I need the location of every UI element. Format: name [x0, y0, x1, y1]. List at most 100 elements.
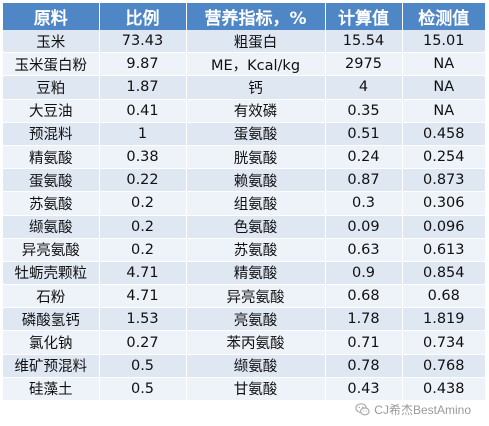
calculated-value-cell: 0.71 [325, 330, 403, 355]
header-ratio: 比例 [99, 3, 187, 30]
nutrient-cell: 粗蛋白 [186, 30, 326, 54]
nutrient-cell: 亮氨酸 [186, 307, 326, 332]
table-row: 大豆油 0.41 有效磷 0.35 NA [3, 99, 485, 123]
ratio-cell: 0.5 [99, 377, 187, 402]
ratio-cell: 0.2 [99, 191, 187, 216]
calculated-value-cell: 15.54 [325, 30, 403, 54]
nutrient-cell: 精氨酸 [186, 261, 326, 286]
measured-value-cell: 0.458 [402, 122, 485, 146]
calculated-value-cell: 0.35 [325, 99, 403, 123]
calculated-value-cell: 0.87 [325, 168, 403, 193]
table-body: 玉米 73.43 粗蛋白 15.54 15.01 玉米蛋白粉 9.87 ME，Kcal/kg 2… [3, 30, 485, 402]
ratio-cell: 0.38 [99, 145, 187, 170]
ratio-cell: 1.87 [99, 75, 187, 100]
nutrient-cell: 胱氨酸 [186, 145, 326, 170]
calculated-value-cell: 0.78 [325, 354, 403, 378]
nutrient-cell: 赖氨酸 [186, 168, 326, 193]
ingredient-cell: 蛋氨酸 [3, 168, 100, 193]
table-row: 维矿预混料 0.5 缬氨酸 0.78 0.768 [3, 354, 485, 378]
table-row: 缬氨酸 0.2 色氨酸 0.09 0.096 [3, 215, 485, 239]
watermark: CJ希杰BestAmino [355, 401, 471, 418]
ratio-cell: 4.71 [99, 261, 187, 286]
header-calculated: 计算值 [325, 3, 403, 30]
nutrient-cell: 色氨酸 [186, 215, 326, 239]
calculated-value-cell: 0.9 [325, 261, 403, 286]
nutrient-cell: 蛋氨酸 [186, 122, 326, 146]
ingredient-cell: 大豆油 [3, 99, 100, 123]
calculated-value-cell: 0.09 [325, 215, 403, 239]
feed-formula-table-container: 原料 比例 营养指标，% 计算值 检测值 玉米 73.43 粗蛋白 15.54 15.0… [3, 3, 485, 402]
ingredient-cell: 牡蛎壳颗粒 [3, 261, 100, 286]
ratio-cell: 0.5 [99, 354, 187, 378]
wechat-logo-icon [355, 403, 370, 416]
table-header-row: 原料 比例 营养指标，% 计算值 检测值 [3, 3, 485, 30]
measured-value-cell: 0.254 [402, 145, 485, 170]
ingredient-cell: 精氨酸 [3, 145, 100, 170]
feed-formula-table: 原料 比例 营养指标，% 计算值 检测值 玉米 73.43 粗蛋白 15.54 15.0… [3, 3, 485, 402]
ingredient-cell: 苏氨酸 [3, 191, 100, 216]
table-row: 蛋氨酸 0.22 赖氨酸 0.87 0.873 [3, 168, 485, 193]
nutrient-cell: ME，Kcal/kg [186, 52, 326, 77]
ingredient-cell: 预混料 [3, 122, 100, 146]
measured-value-cell: NA [402, 52, 485, 77]
nutrient-cell: 有效磷 [186, 99, 326, 123]
ratio-cell: 0.41 [99, 99, 187, 123]
table-row: 玉米 73.43 粗蛋白 15.54 15.01 [3, 30, 485, 54]
measured-value-cell: 0.096 [402, 215, 485, 239]
table-row: 牡蛎壳颗粒 4.71 精氨酸 0.9 0.854 [3, 261, 485, 286]
table-row: 氯化钠 0.27 苯丙氨酸 0.71 0.734 [3, 330, 485, 355]
table-row: 苏氨酸 0.2 组氨酸 0.3 0.306 [3, 191, 485, 216]
measured-value-cell: 0.438 [402, 377, 485, 402]
ratio-cell: 0.22 [99, 168, 187, 193]
measured-value-cell: 0.734 [402, 330, 485, 355]
ingredient-cell: 玉米 [3, 30, 100, 54]
calculated-value-cell: 2975 [325, 52, 403, 77]
calculated-value-cell: 0.51 [325, 122, 403, 146]
measured-value-cell: 0.768 [402, 354, 485, 378]
ratio-cell: 9.87 [99, 52, 187, 77]
ratio-cell: 0.27 [99, 330, 187, 355]
measured-value-cell: 0.854 [402, 261, 485, 286]
calculated-value-cell: 0.24 [325, 145, 403, 170]
table-row: 磷酸氢钙 1.53 亮氨酸 1.78 1.819 [3, 307, 485, 332]
ingredient-cell: 氯化钠 [3, 330, 100, 355]
nutrient-cell: 缬氨酸 [186, 354, 326, 378]
calculated-value-cell: 0.68 [325, 284, 403, 309]
ingredient-cell: 维矿预混料 [3, 354, 100, 378]
table-row: 石粉 4.71 异亮氨酸 0.68 0.68 [3, 284, 485, 309]
nutrient-cell: 苯丙氨酸 [186, 330, 326, 355]
ingredient-cell: 缬氨酸 [3, 215, 100, 239]
measured-value-cell: 0.873 [402, 168, 485, 193]
table-row: 玉米蛋白粉 9.87 ME，Kcal/kg 2975 NA [3, 52, 485, 77]
table-row: 硅藻土 0.5 甘氨酸 0.43 0.438 [3, 377, 485, 402]
measured-value-cell: 1.819 [402, 307, 485, 332]
calculated-value-cell: 0.63 [325, 238, 403, 262]
table-row: 异亮氨酸 0.2 苏氨酸 0.63 0.613 [3, 238, 485, 262]
watermark-text: CJ希杰BestAmino [374, 403, 471, 417]
ingredient-cell: 石粉 [3, 284, 100, 309]
measured-value-cell: 15.01 [402, 30, 485, 54]
ingredient-cell: 豆粕 [3, 75, 100, 100]
ingredient-cell: 玉米蛋白粉 [3, 52, 100, 77]
ingredient-cell: 磷酸氢钙 [3, 307, 100, 332]
calculated-value-cell: 0.3 [325, 191, 403, 216]
ingredient-cell: 硅藻土 [3, 377, 100, 402]
calculated-value-cell: 1.78 [325, 307, 403, 332]
nutrient-cell: 钙 [186, 75, 326, 100]
ratio-cell: 4.71 [99, 284, 187, 309]
measured-value-cell: NA [402, 75, 485, 100]
calculated-value-cell: 4 [325, 75, 403, 100]
nutrient-cell: 组氨酸 [186, 191, 326, 216]
nutrient-cell: 苏氨酸 [186, 238, 326, 262]
calculated-value-cell: 0.43 [325, 377, 403, 402]
ratio-cell: 73.43 [99, 30, 187, 54]
ratio-cell: 0.2 [99, 215, 187, 239]
nutrient-cell: 甘氨酸 [186, 377, 326, 402]
measured-value-cell: NA [402, 99, 485, 123]
ratio-cell: 1 [99, 122, 187, 146]
header-nutrient: 营养指标，% [186, 3, 326, 30]
header-measured: 检测值 [402, 3, 485, 30]
table-row: 预混料 1 蛋氨酸 0.51 0.458 [3, 122, 485, 146]
ratio-cell: 1.53 [99, 307, 187, 332]
table-row: 精氨酸 0.38 胱氨酸 0.24 0.254 [3, 145, 485, 170]
